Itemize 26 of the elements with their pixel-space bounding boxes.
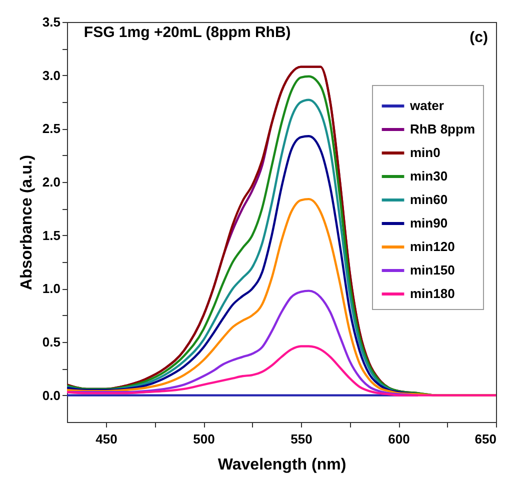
- legend-label: min150: [410, 262, 455, 278]
- legend-label: min30: [410, 168, 448, 184]
- x-tick-label: 550: [290, 432, 312, 446]
- legend-label: min90: [410, 216, 448, 230]
- x-tick-label: 650: [474, 432, 496, 446]
- x-axis-title: Wavelength (nm): [218, 456, 346, 474]
- y-tick-label: 3.0: [42, 68, 60, 83]
- x-tick-label: 500: [193, 432, 215, 446]
- annotation: (c): [470, 29, 488, 46]
- y-tick-label: 0.5: [42, 334, 60, 350]
- legend-label: min180: [410, 286, 455, 301]
- y-tick-label: 2.5: [42, 121, 60, 136]
- y-tick-label: 1.0: [42, 281, 60, 296]
- chart-title: FSG 1mg +20mL (8ppm RhB): [84, 24, 291, 41]
- y-axis-title: Absorbance (a.u.): [18, 154, 36, 290]
- y-tick-label: 2.0: [42, 174, 60, 190]
- legend-label: RhB 8ppm: [410, 122, 475, 136]
- legend-label: water: [409, 98, 444, 113]
- legend-label: min60: [410, 192, 448, 207]
- x-tick-label: 450: [96, 432, 118, 446]
- legend-label: min0: [410, 145, 440, 160]
- legend-label: min120: [410, 239, 455, 254]
- y-tick-label: 0.0: [42, 388, 60, 403]
- y-tick-label: 3.5: [42, 14, 60, 30]
- x-tick-label: 600: [388, 432, 410, 446]
- y-tick-label: 1.5: [42, 228, 60, 243]
